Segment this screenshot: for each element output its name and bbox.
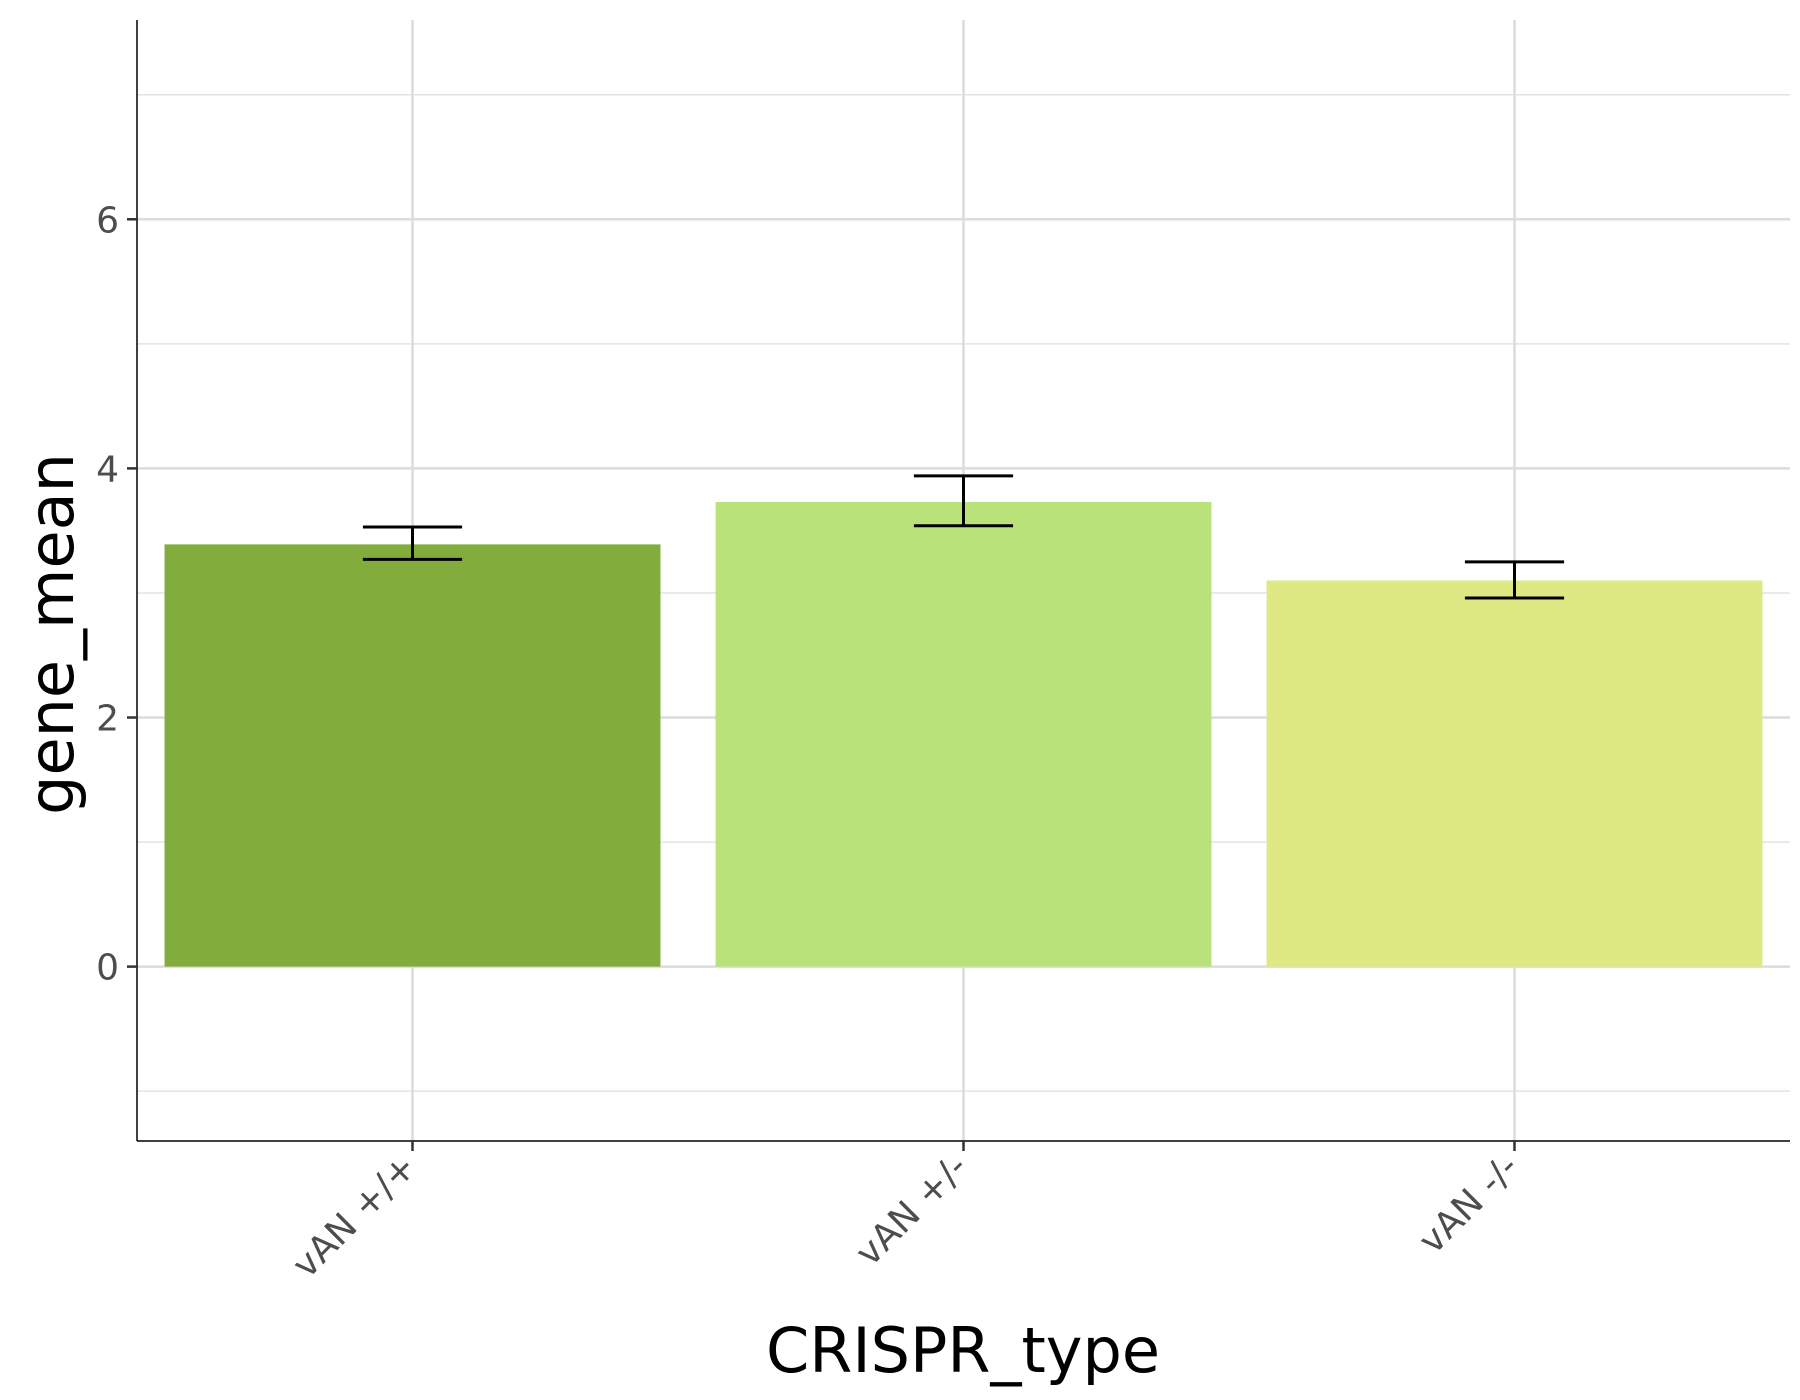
y-axis-title: gene_mean: [15, 453, 88, 815]
error-bars: [362, 474, 1565, 600]
y-tick-label: 4: [96, 449, 119, 490]
y-tick-label: 2: [96, 699, 119, 740]
x-axis-title: CRISPR_type: [766, 1314, 1160, 1387]
bar: [715, 502, 1212, 967]
axes: [127, 20, 1790, 1151]
y-tick-labels: 0 2 4 6: [96, 200, 119, 988]
bar: [164, 544, 661, 967]
y-tick-label: 6: [96, 200, 119, 241]
bar: [1266, 580, 1763, 967]
bars: [164, 502, 1763, 967]
y-tick-label: 0: [96, 948, 119, 989]
